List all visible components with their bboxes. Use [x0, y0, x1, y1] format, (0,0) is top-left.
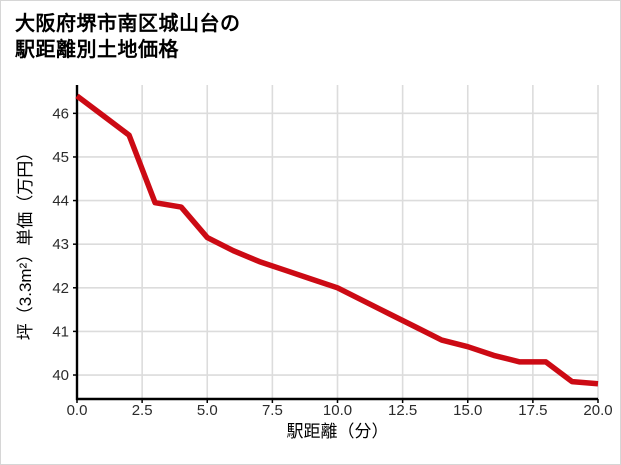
x-tick-label: 20.0 — [583, 402, 612, 419]
x-tick-label: 5.0 — [197, 402, 218, 419]
y-tick-label: 45 — [52, 149, 69, 166]
y-tick-label: 46 — [52, 105, 69, 122]
y-tick-label: 44 — [52, 193, 69, 210]
x-tick-label: 10.0 — [323, 402, 352, 419]
x-tick-label: 2.5 — [132, 402, 153, 419]
x-tick-label: 15.0 — [453, 402, 482, 419]
x-tick-label: 17.5 — [518, 402, 547, 419]
y-tick-label: 41 — [52, 323, 69, 340]
x-axis-title: 駅距離（分） — [287, 422, 389, 441]
x-tick-label: 7.5 — [262, 402, 283, 419]
y-tick-label: 43 — [52, 236, 69, 253]
y-axis-title: 坪（3.3m²）単価（万円） — [16, 144, 35, 340]
price-line — [75, 93, 599, 387]
chart-title-line1: 大阪府堺市南区城山台の — [15, 13, 241, 35]
x-tick-label: 0.0 — [67, 402, 88, 419]
x-tick-label: 12.5 — [388, 402, 417, 419]
chart-title: 大阪府堺市南区城山台の 駅距離別土地価格 — [15, 11, 241, 63]
y-tick-label: 40 — [52, 367, 69, 384]
chart-title-line2: 駅距離別土地価格 — [15, 39, 179, 61]
y-tick-label: 42 — [52, 280, 69, 297]
